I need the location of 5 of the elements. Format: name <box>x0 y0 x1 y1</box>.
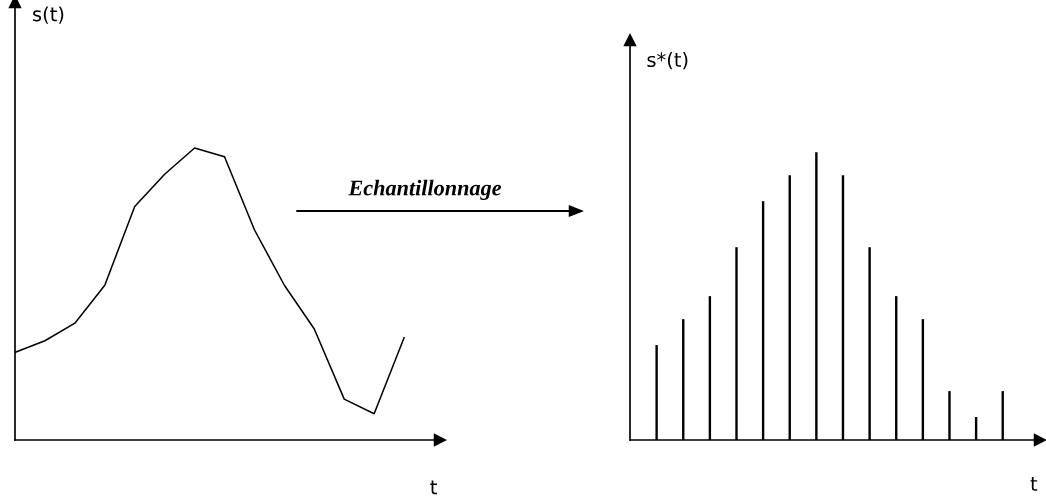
x-axis-title: t <box>430 480 437 495</box>
y-axis-title: s*(t) <box>647 52 688 70</box>
y-axis-title: s(t) <box>33 6 64 24</box>
annotation: Echantillonnage <box>348 179 502 200</box>
x-axis-title: t <box>1030 477 1038 491</box>
